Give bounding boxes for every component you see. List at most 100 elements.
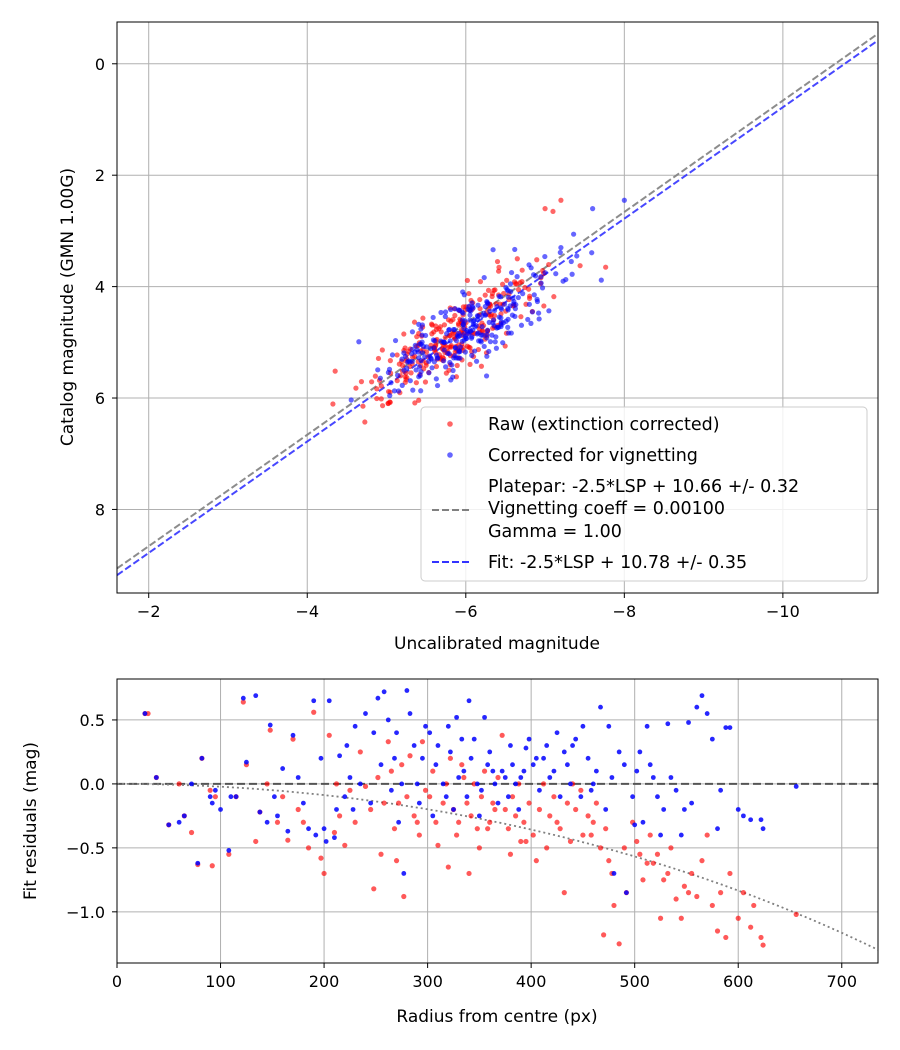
corrected-residual-point — [401, 871, 407, 876]
corrected-residual-point — [378, 762, 384, 768]
vignetting-model-curve — [117, 783, 878, 951]
raw-point — [467, 345, 473, 351]
corrected-residual-point — [212, 787, 218, 793]
corrected-residual-point — [621, 762, 627, 768]
raw-residual-point — [478, 794, 485, 800]
corrected-residual-point — [564, 762, 570, 768]
corrected-residual-point — [416, 800, 422, 806]
raw-point — [603, 264, 609, 270]
raw-residual-point — [561, 890, 567, 896]
raw-residual-point — [758, 934, 764, 941]
raw-point — [514, 281, 520, 287]
raw-point — [504, 277, 510, 283]
corrected-residual-point — [271, 794, 277, 800]
raw-residual-point — [440, 800, 446, 806]
corrected-point — [416, 355, 422, 361]
raw-residual-point — [714, 928, 721, 934]
corrected-point — [479, 312, 486, 319]
corrected-point — [484, 298, 490, 305]
top-y-tick-label: 4 — [95, 278, 105, 297]
raw-residual-point — [464, 800, 470, 806]
corrected-point — [409, 329, 416, 335]
corrected-residual-point — [414, 781, 420, 787]
corrected-residual-point — [440, 781, 446, 787]
corrected-point — [486, 348, 492, 355]
raw-residual-point — [502, 806, 508, 813]
corrected-residual-point — [153, 775, 159, 780]
corrected-residual-point — [502, 775, 508, 780]
raw-residual-point — [540, 781, 547, 787]
raw-residual-point — [699, 858, 705, 864]
raw-point — [448, 344, 454, 350]
raw-point — [478, 363, 485, 369]
corrected-residual-point — [748, 817, 754, 823]
raw-residual-point — [209, 863, 215, 869]
corrected-point — [484, 327, 491, 333]
raw-point — [541, 303, 547, 309]
corrected-residual-point — [181, 813, 187, 819]
corrected-point — [418, 369, 424, 375]
corrected-point — [489, 332, 495, 338]
raw-residual-point — [654, 851, 661, 857]
raw-residual-point — [637, 851, 643, 857]
corrected-residual-point — [678, 832, 684, 838]
corrected-residual-point — [593, 768, 599, 774]
corrected-residual-point — [407, 711, 413, 716]
corrected-residual-point — [244, 759, 249, 765]
corrected-point — [433, 376, 439, 382]
corrected-residual-point — [544, 743, 550, 748]
corrected-residual-point — [381, 689, 387, 695]
bottom-y-tick-label: −0.5 — [66, 839, 105, 858]
corrected-residual-point — [363, 711, 368, 716]
corrected-residual-point — [523, 745, 529, 751]
corrected-point — [399, 382, 405, 388]
raw-residual-point — [212, 794, 218, 800]
raw-residual-point — [226, 851, 232, 857]
corrected-residual-point — [709, 736, 715, 742]
corrected-point — [508, 269, 515, 276]
corrected-residual-point — [557, 794, 563, 800]
corrected-point — [491, 307, 498, 313]
corrected-point — [470, 318, 477, 325]
raw-residual-point — [264, 781, 270, 787]
raw-point — [374, 395, 380, 402]
corrected-residual-point — [447, 749, 453, 755]
corrected-residual-point — [280, 766, 286, 771]
corrected-point — [528, 320, 534, 326]
corrected-residual-point — [561, 749, 567, 755]
bottom-y-tick-label: 0.0 — [80, 775, 105, 794]
corrected-point — [377, 375, 383, 381]
corrected-residual-point — [644, 723, 650, 729]
raw-residual-point — [668, 845, 674, 851]
corrected-residual-point — [568, 781, 573, 787]
raw-residual-point — [533, 858, 539, 864]
raw-residual-point — [433, 819, 439, 825]
bottom-plot-ticks: 0 100 200 300 400 500 600 700 0.5 0.0 −0.5 −1.0 — [66, 711, 857, 991]
corrected-residual-point — [537, 787, 542, 793]
corrected-point — [496, 293, 502, 299]
raw-residual-point — [523, 838, 529, 845]
top-line-platepar — [117, 32, 878, 570]
raw-residual-point — [454, 832, 460, 838]
corrected-residual-point — [456, 775, 462, 780]
corrected-point — [442, 313, 448, 320]
legend-label-corrected: Corrected for vignetting — [488, 446, 698, 466]
corrected-point — [392, 337, 399, 344]
corrected-point — [481, 274, 487, 281]
raw-residual-point — [644, 860, 650, 866]
corrected-residual-point — [482, 714, 487, 720]
raw-point — [378, 383, 384, 389]
raw-residual-point — [419, 739, 426, 745]
corrected-residual-point — [459, 736, 465, 742]
raw-residual-point — [499, 732, 505, 738]
corrected-residual-point — [476, 813, 482, 819]
raw-point — [526, 295, 533, 301]
raw-point — [460, 304, 467, 310]
corrected-point — [455, 334, 461, 340]
corrected-residual-point — [616, 749, 622, 755]
corrected-point — [432, 338, 438, 344]
corrected-point — [444, 331, 450, 337]
corrected-point — [448, 377, 454, 383]
raw-point — [495, 268, 502, 274]
corrected-residual-point — [723, 725, 729, 731]
